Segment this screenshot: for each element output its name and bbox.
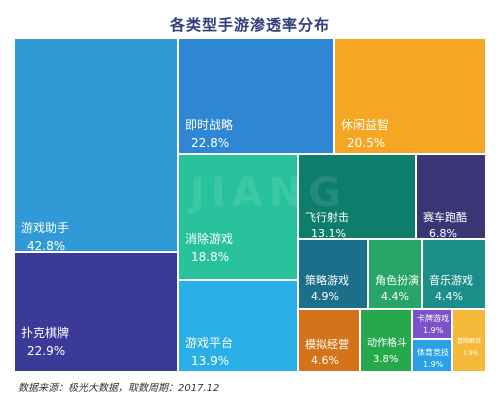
treemap-cell-label: 消除游戏 [185, 232, 234, 246]
treemap-cell-value: 4.4% [381, 290, 409, 303]
treemap-cell: 体育竞技 1.9% [412, 339, 452, 372]
treemap-cell: 消除游戏 18.8% [178, 154, 298, 280]
treemap-cell: 冒险解谜 1.9% [452, 309, 486, 372]
treemap-cell-label: 模拟经营 [305, 338, 349, 351]
treemap-cell: 卡牌游戏 1.9% [412, 309, 452, 339]
treemap-cell-label: 冒险解谜 [457, 338, 482, 345]
treemap-cell-value: 20.5% [347, 136, 386, 150]
treemap-cell-label: 飞行射击 [305, 211, 349, 224]
treemap-cell: 即时战略 22.8% [178, 38, 334, 154]
treemap-cell: 赛车跑酷 6.8% [416, 154, 486, 239]
treemap-cell-value: 22.9% [27, 344, 66, 358]
treemap-cell-value: 4.4% [435, 290, 463, 303]
treemap-cell: 休闲益智 20.5% [334, 38, 486, 154]
treemap-cell-value: 13.9% [191, 354, 230, 368]
treemap-cell: 游戏助手 42.8% [14, 38, 178, 252]
treemap-cell-label: 策略游戏 [305, 274, 349, 287]
treemap-cell-label: 游戏平台 [185, 336, 234, 350]
treemap-cell-value: 6.8% [429, 227, 457, 239]
chart-title: 各类型手游渗透率分布 [169, 16, 330, 34]
treemap-cell-label: 游戏助手 [21, 221, 70, 235]
source-note: 数据来源：极光大数据，取数周期：2017.12 [18, 383, 220, 394]
treemap-cell-label: 动作格斗 [367, 338, 407, 349]
treemap-cell-label: 卡牌游戏 [417, 314, 449, 323]
treemap-cell-label: 角色扮演 [375, 274, 419, 287]
treemap-cell: 动作格斗 3.8% [360, 309, 412, 372]
treemap-cell-value: 4.6% [311, 354, 339, 367]
treemap-cell-value: 1.9% [463, 350, 479, 357]
treemap-cell: 扑克棋牌 22.9% [14, 252, 178, 372]
treemap-cell-value: 4.9% [311, 290, 339, 303]
treemap-cell-value: 42.8% [27, 239, 66, 252]
treemap-cell-value: 13.1% [311, 227, 346, 239]
treemap-chart: 游戏助手 42.8% 扑克棋牌 22.9% 即时战略 22.8% 休闲益智 20.5% 消除游戏… [14, 38, 486, 372]
treemap-cell-value: 3.8% [373, 354, 399, 365]
treemap-cell-value: 1.9% [423, 360, 444, 369]
treemap-cell-value: 1.9% [423, 326, 444, 335]
treemap-cell: 策略游戏 4.9% [298, 239, 368, 309]
treemap-cell-label: 即时战略 [185, 118, 234, 132]
treemap-cell-label: 赛车跑酷 [423, 211, 467, 224]
treemap-cell: 音乐游戏 4.4% [422, 239, 486, 309]
treemap-cell-label: 体育竞技 [417, 348, 449, 357]
treemap-cell: 模拟经营 4.6% [298, 309, 360, 372]
treemap-cell-value: 22.8% [191, 136, 230, 150]
treemap-cell-value: 18.8% [191, 250, 230, 264]
treemap-cell: 游戏平台 13.9% [178, 280, 298, 372]
treemap-cell-label: 音乐游戏 [429, 274, 473, 287]
treemap-cell-label: 扑克棋牌 [21, 326, 70, 340]
treemap-cell: 飞行射击 13.1% [298, 154, 416, 239]
treemap-cell: 角色扮演 4.4% [368, 239, 422, 309]
treemap-cell-label: 休闲益智 [341, 118, 390, 132]
